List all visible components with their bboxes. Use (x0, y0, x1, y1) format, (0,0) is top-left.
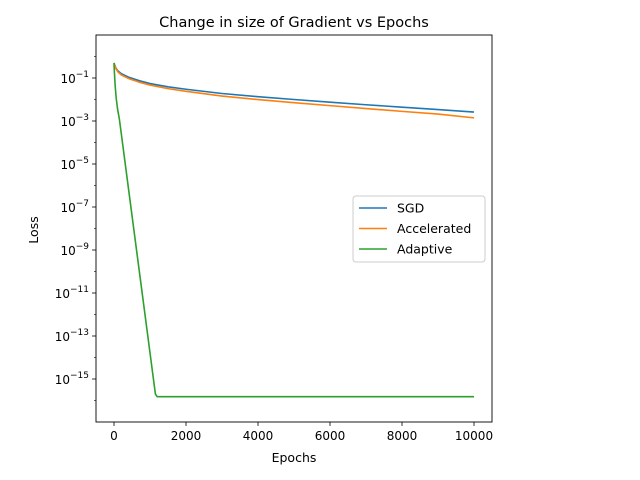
x-tick-label: 0 (110, 429, 118, 443)
y-tick-label: 10−1 (60, 70, 89, 86)
series-line-sgd (113, 62, 475, 113)
legend: SGD Accelerated Adaptive (352, 195, 486, 263)
plot-lines (113, 62, 475, 398)
legend-label: SGD (397, 201, 424, 216)
x-axis: 0 2000 4000 6000 8000 10000 (110, 422, 493, 443)
y-tick-label: 10−13 (55, 328, 89, 344)
chart-title: Change in size of Gradient vs Epochs (159, 15, 429, 31)
y-tick-label: 10−5 (60, 156, 89, 172)
y-tick-label: 10−15 (55, 371, 89, 387)
y-tick-label: 10−7 (60, 199, 89, 215)
series-line-adaptive (113, 62, 474, 398)
legend-label: Adaptive (397, 242, 453, 257)
x-tick-label: 8000 (387, 429, 418, 443)
y-axis: 10−15 10−13 10−11 10−9 10−7 10−5 10−3 10−1 (55, 56, 96, 401)
y-tick-label: 10−9 (60, 242, 89, 258)
legend-box (352, 195, 486, 263)
legend-label: Accelerated (397, 221, 471, 236)
y-tick-label: 10−3 (60, 113, 89, 129)
x-tick-label: 4000 (243, 429, 274, 443)
y-axis-label: Loss (26, 216, 41, 243)
x-tick-label: 2000 (171, 429, 202, 443)
series-line-accelerated (113, 62, 475, 119)
x-axis-label: Epochs (272, 450, 317, 465)
y-tick-label: 10−11 (55, 285, 89, 301)
x-tick-label: 6000 (315, 429, 346, 443)
x-tick-label: 10000 (455, 429, 493, 443)
